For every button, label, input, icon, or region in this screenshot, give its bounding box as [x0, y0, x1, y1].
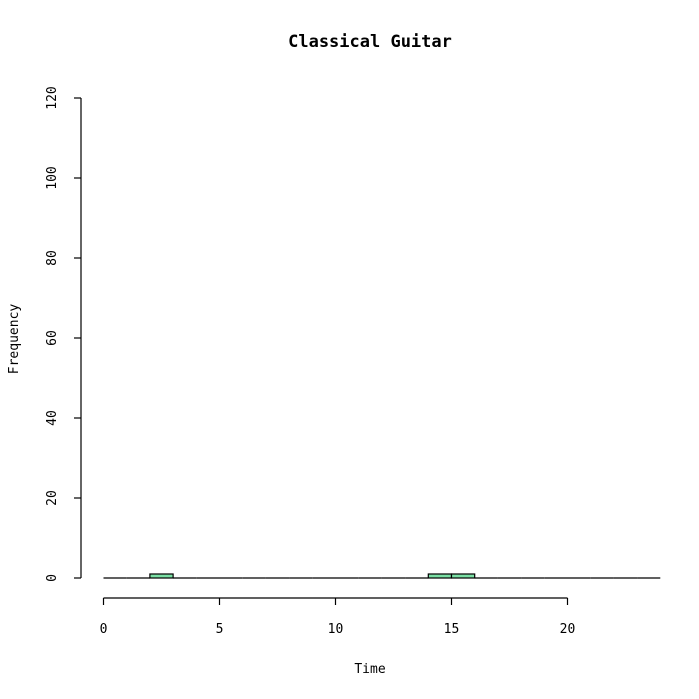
y-axis: 0 20 40 60 80 100 120	[45, 86, 82, 582]
bar-group	[103, 573, 661, 579]
histogram-bar	[450, 573, 476, 579]
chart-title: Classical Guitar	[288, 32, 452, 52]
x-tick-label: 0	[100, 622, 108, 637]
x-tick-label: 15	[444, 622, 460, 637]
y-tick-label: 0	[45, 574, 60, 582]
y-tick-label: 100	[45, 166, 60, 189]
x-tick-label: 5	[216, 622, 224, 637]
y-tick-label: 80	[45, 250, 60, 266]
x-tick-label: 20	[560, 622, 576, 637]
y-tick-label: 60	[45, 330, 60, 346]
x-axis-title: Time	[354, 662, 385, 677]
histogram-bar	[149, 573, 174, 579]
y-tick-label: 40	[45, 410, 60, 426]
histogram-bar	[427, 573, 453, 579]
y-tick-label: 20	[45, 490, 60, 506]
x-axis: 0 5 10 15 20	[100, 597, 576, 637]
y-tick-label: 120	[45, 86, 60, 109]
y-axis-title: Frequency	[7, 304, 22, 375]
x-tick-label: 10	[328, 622, 344, 637]
